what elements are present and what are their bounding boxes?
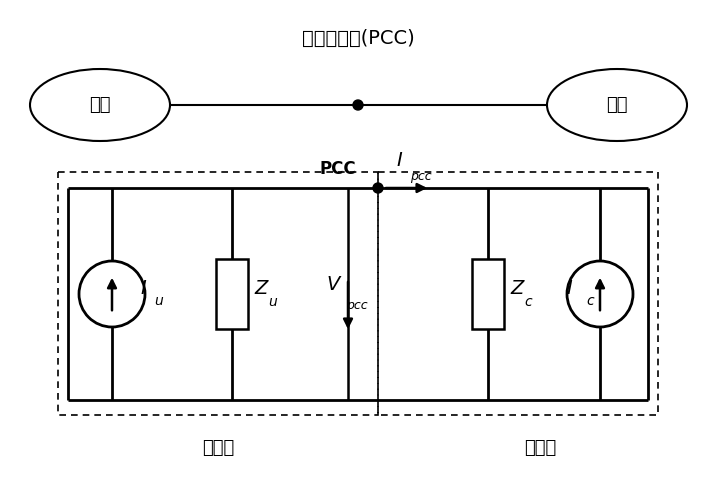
Text: 用户侧: 用户侧 bbox=[524, 439, 556, 457]
Text: pcc: pcc bbox=[410, 170, 432, 183]
Text: 公共联接点(PCC): 公共联接点(PCC) bbox=[302, 29, 414, 47]
Text: 用户: 用户 bbox=[607, 96, 628, 114]
Bar bbox=[472, 259, 504, 329]
Text: PCC: PCC bbox=[319, 160, 356, 178]
Circle shape bbox=[353, 100, 363, 110]
Text: Z: Z bbox=[510, 280, 523, 298]
Bar bbox=[216, 259, 248, 329]
Text: u: u bbox=[268, 295, 277, 309]
Text: I: I bbox=[396, 151, 402, 170]
Text: pcc: pcc bbox=[346, 300, 368, 313]
Text: u: u bbox=[154, 294, 163, 308]
Text: I: I bbox=[140, 280, 146, 298]
Text: c: c bbox=[524, 295, 531, 309]
Text: V: V bbox=[327, 274, 340, 293]
Text: I: I bbox=[566, 280, 572, 298]
Text: Z: Z bbox=[254, 280, 267, 298]
Text: c: c bbox=[586, 294, 594, 308]
Circle shape bbox=[373, 183, 383, 193]
Text: 系统侧: 系统侧 bbox=[202, 439, 234, 457]
Text: 系统: 系统 bbox=[89, 96, 110, 114]
